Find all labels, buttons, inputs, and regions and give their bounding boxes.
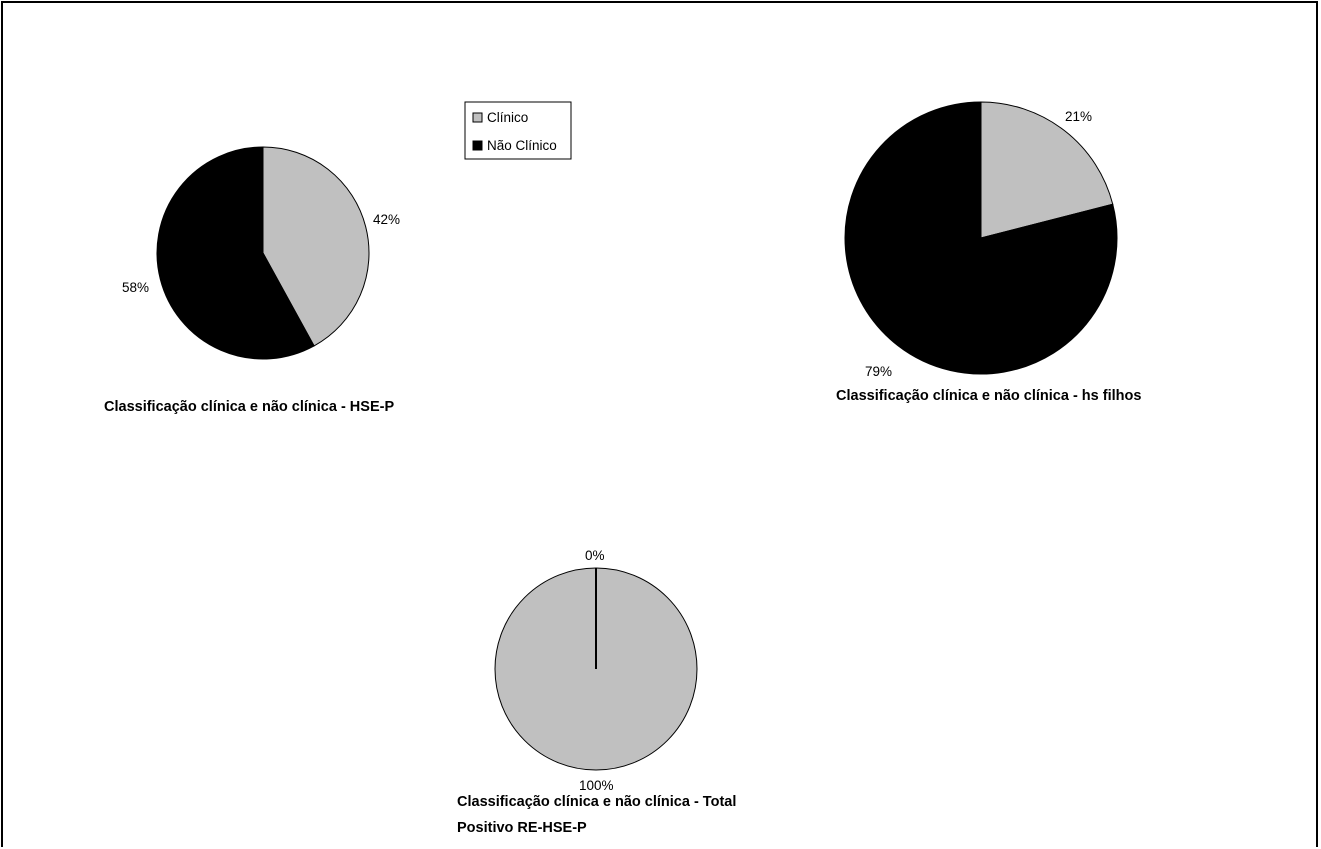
pie-slice-clinico xyxy=(980,101,1114,239)
data-label-clinico: 100% xyxy=(579,778,614,793)
pie-slice-nao-clinico xyxy=(156,146,315,360)
data-label-nao-clinico: 79% xyxy=(865,364,892,379)
chart-title-hs-filhos: Classificação clínica e não clínica - hs… xyxy=(836,388,1141,404)
pie-chart-hse-p xyxy=(156,146,370,360)
legend-label-clinico: Clínico xyxy=(487,110,528,125)
legend-label-nao-clinico: Não Clínico xyxy=(487,138,557,153)
chart-title-total-positivo-line-1: Classificação clínica e não clínica - To… xyxy=(457,794,736,810)
pie-chart-hs-filhos xyxy=(844,101,1118,375)
data-label-clinico: 42% xyxy=(373,212,400,227)
chart-title-total-positivo-line-2: Positivo RE-HSE-P xyxy=(457,820,587,836)
chart-title-hse-p: Classificação clínica e não clínica - HS… xyxy=(104,399,394,415)
data-label-nao-clinico: 58% xyxy=(122,280,149,295)
legend-swatch-nao-clinico xyxy=(472,140,483,151)
data-label-nao-clinico: 0% xyxy=(585,548,605,563)
legend-box xyxy=(464,101,572,160)
legend: Clínico Não Clínico xyxy=(464,101,572,160)
pie-chart-total-positivo xyxy=(494,567,698,771)
pie-slice-nao-clinico xyxy=(844,101,1118,375)
data-label-clinico: 21% xyxy=(1065,109,1092,124)
pie-slice-clinico xyxy=(262,146,370,347)
legend-swatch-clinico xyxy=(472,112,483,123)
